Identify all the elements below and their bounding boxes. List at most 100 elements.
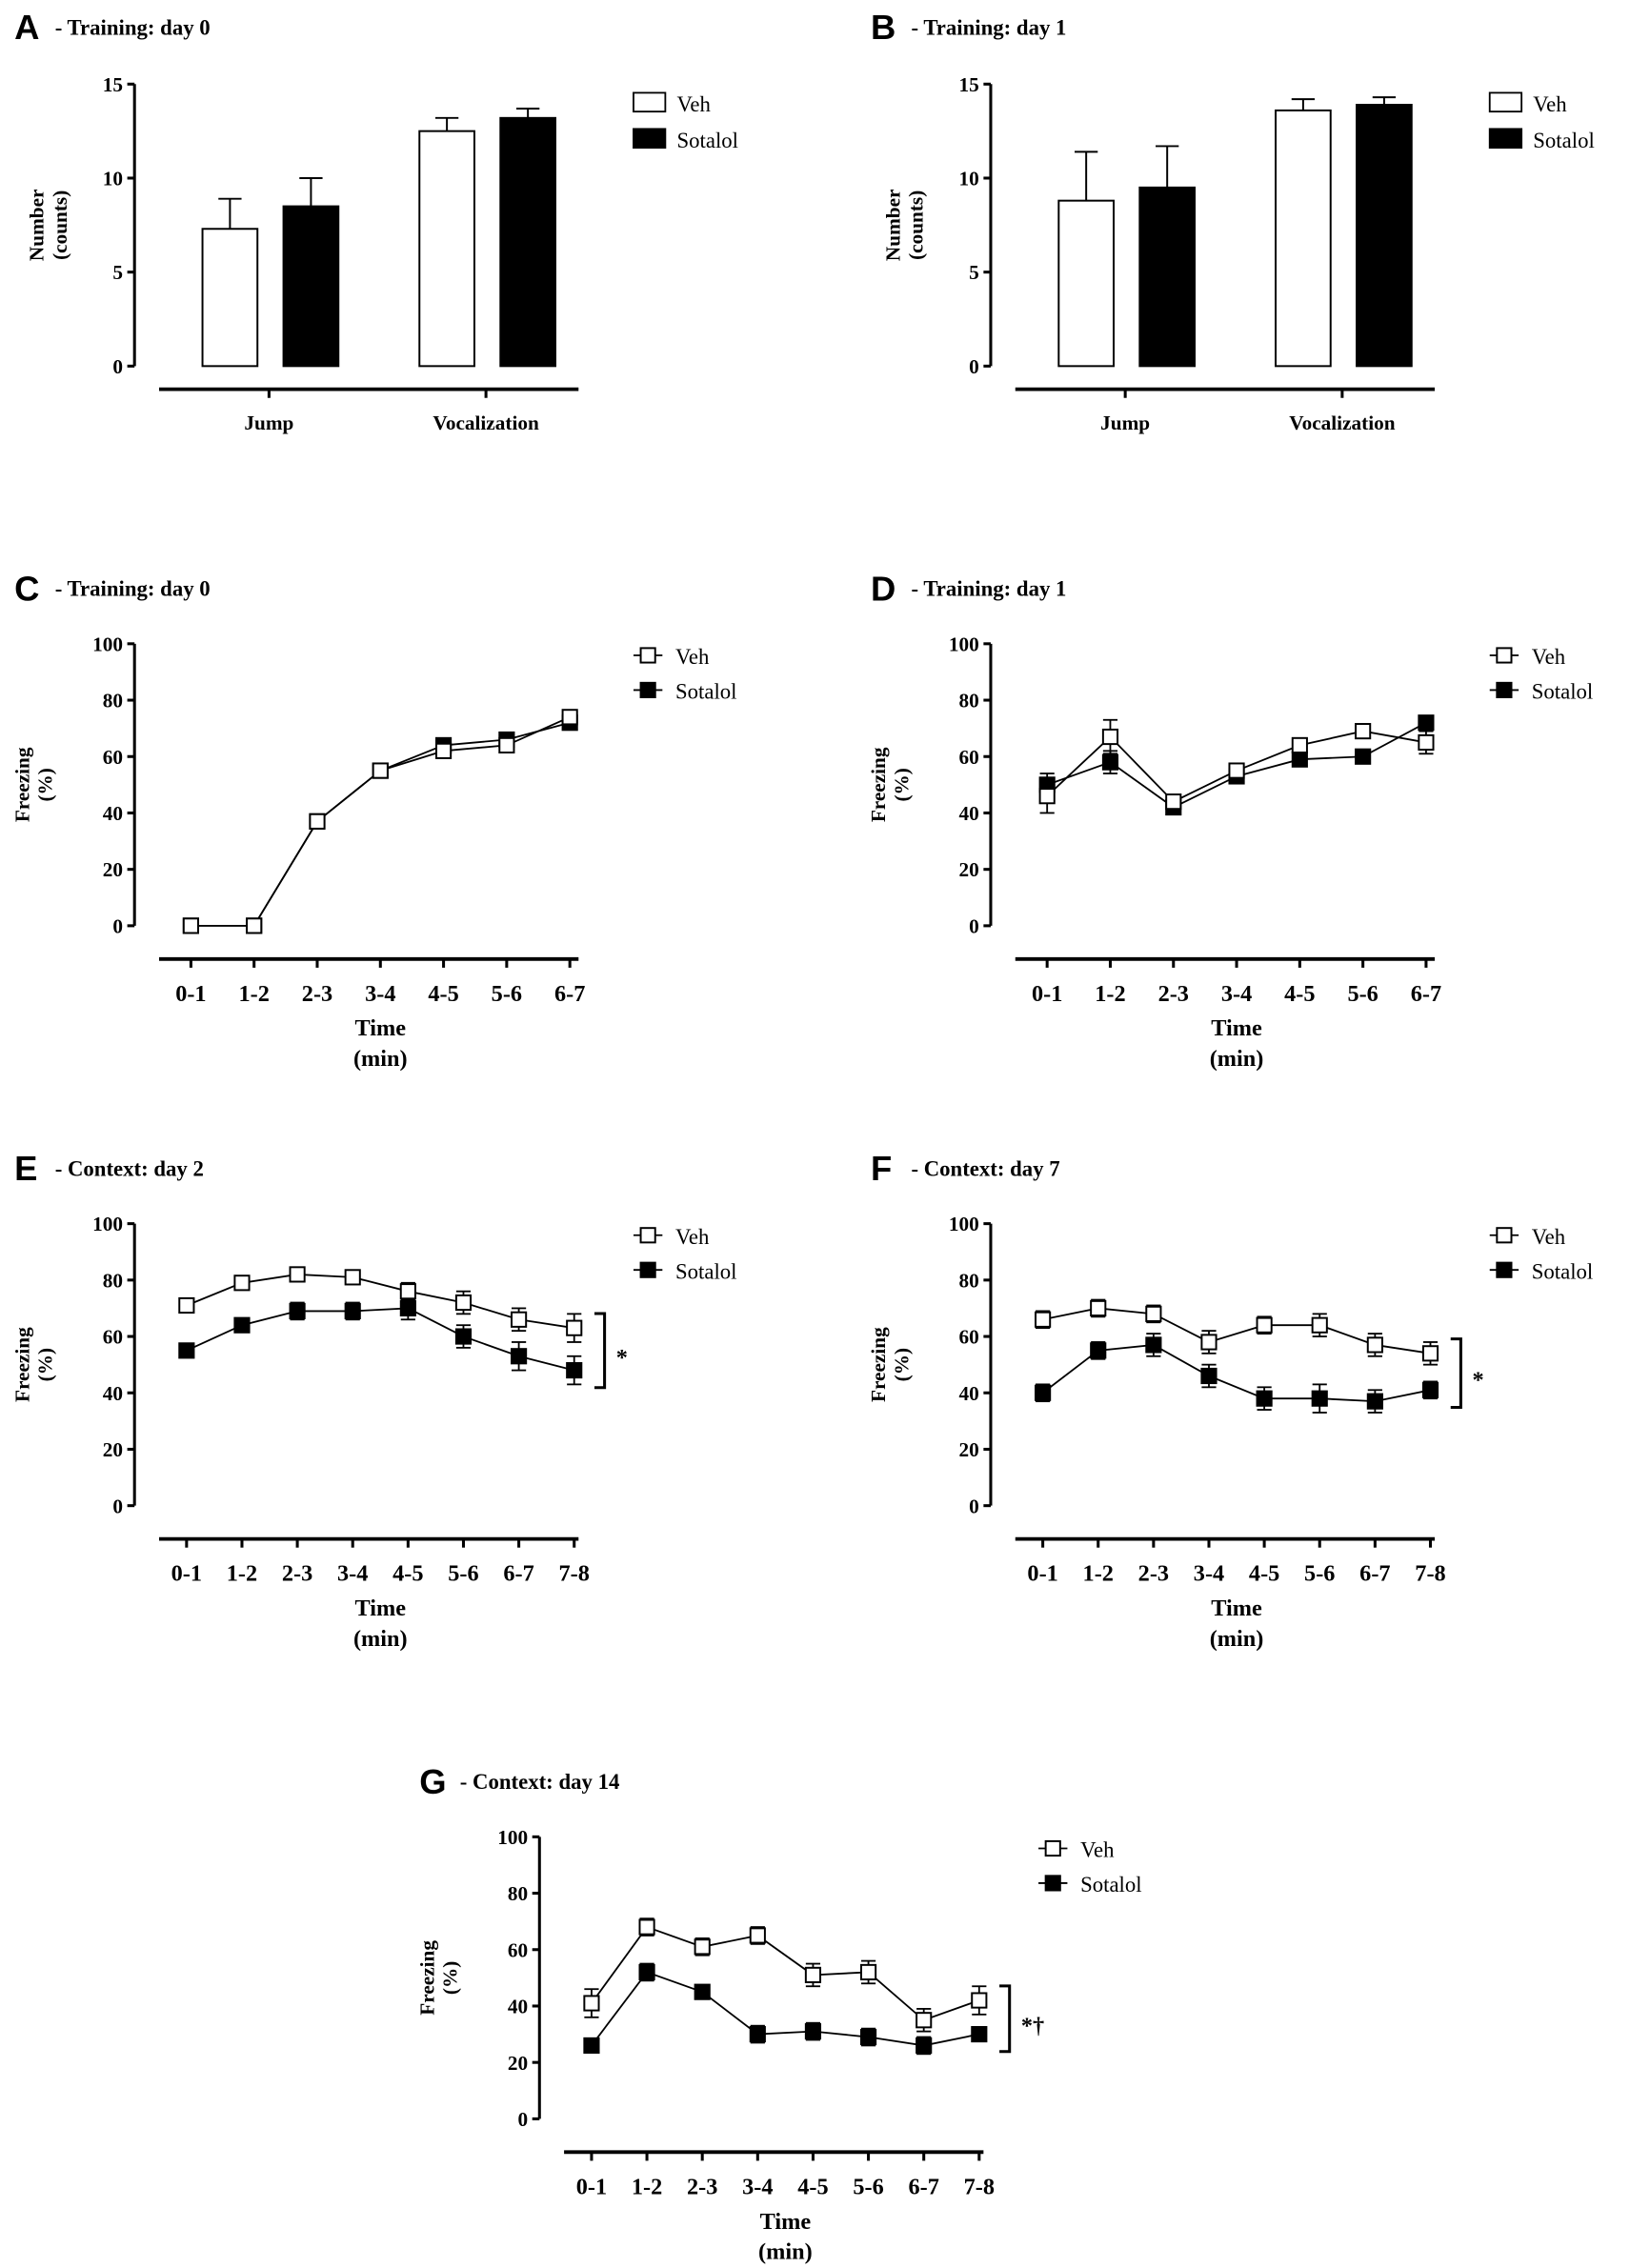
marker-sotalol — [178, 1342, 195, 1359]
marker-veh — [399, 1283, 416, 1300]
y-tick-label: 20 — [959, 858, 979, 881]
bar-veh — [1057, 199, 1115, 368]
marker-veh — [566, 1319, 583, 1336]
panel-letter: F — [871, 1149, 892, 1188]
panel-letter: B — [871, 8, 895, 47]
x-tick-label: 4-5 — [392, 1561, 423, 1587]
y-axis-label: Freezing (%) — [10, 1327, 56, 1402]
y-tick-label: 0 — [112, 914, 123, 937]
marker-sotalol — [1311, 1390, 1328, 1407]
bar-veh — [1275, 109, 1332, 368]
y-label-line1: Number — [26, 190, 49, 262]
legend-swatch-veh — [1488, 91, 1523, 113]
y-tick-label: 20 — [103, 858, 123, 881]
x-tick-label: 2-3 — [282, 1561, 312, 1587]
x-tick-label: 3-4 — [1221, 981, 1252, 1007]
legend-label: Veh — [675, 1225, 710, 1249]
legend-label: Sotalol — [675, 1259, 737, 1283]
y-tick-label: 10 — [959, 168, 979, 191]
bar-sotalol — [282, 205, 340, 368]
y-tick-label: 0 — [969, 1495, 979, 1517]
marker-sotalol — [1035, 1384, 1052, 1401]
x-tick-label: 7-8 — [559, 1561, 590, 1587]
y-tick-label: 60 — [103, 1326, 123, 1349]
marker-sotalol — [1421, 1381, 1439, 1398]
x-axis-unit: (min) — [353, 1046, 408, 1072]
legend-label: Veh — [1532, 1225, 1566, 1249]
marker-veh — [511, 1311, 528, 1328]
y-tick-label: 100 — [92, 1213, 123, 1235]
marker-sotalol — [1418, 714, 1435, 732]
marker-sotalol — [511, 1348, 528, 1365]
y-tick-label: 0 — [112, 355, 123, 378]
marker-veh — [1366, 1336, 1383, 1354]
x-tick-label: 4-5 — [428, 981, 458, 1007]
marker-sotalol — [566, 1361, 583, 1379]
marker-sotalol — [583, 2037, 600, 2054]
y-tick-label: 20 — [959, 1438, 979, 1461]
x-tick-label: 6-7 — [909, 2174, 939, 2199]
y-tick-label: 100 — [949, 1213, 979, 1235]
legend-marker-veh — [639, 1227, 656, 1244]
marker-veh — [1228, 762, 1245, 779]
panel-letter: G — [419, 1762, 446, 1801]
x-tick-label: 2-3 — [1138, 1561, 1169, 1587]
y-tick-label: 5 — [112, 261, 123, 284]
line-veh — [1042, 1307, 1431, 1355]
marker-veh — [1421, 1345, 1439, 1362]
marker-sotalol — [1366, 1393, 1383, 1410]
line-sotalol — [591, 1971, 979, 2047]
marker-veh — [1418, 733, 1435, 752]
x-tick-label: 1-2 — [1095, 981, 1125, 1007]
x-tick-label: 5-6 — [1347, 981, 1378, 1007]
marker-veh — [1355, 723, 1372, 740]
panel-title: - Context: day 2 — [55, 1157, 204, 1181]
x-tick-label: 2-3 — [302, 981, 332, 1007]
y-label-line2: (%) — [890, 1348, 913, 1381]
marker-sotalol — [1101, 753, 1119, 771]
marker-veh — [1035, 1311, 1052, 1328]
panel-B: B - Training: day 1 0 5 10 15 Number (counts) Ju… — [871, 8, 1595, 434]
legend-label: Sotalol — [1532, 1259, 1594, 1283]
panel-letter: A — [14, 8, 39, 47]
x-tick-label: 3-4 — [1194, 1561, 1224, 1587]
marker-veh — [372, 762, 389, 779]
line-veh — [591, 1925, 980, 2021]
marker-veh — [916, 2012, 933, 2029]
marker-veh — [1200, 1334, 1217, 1351]
significance-bracket — [999, 1984, 1012, 2054]
marker-veh — [804, 1966, 822, 1983]
x-tick-label: 1-2 — [1083, 1561, 1114, 1587]
marker-sotalol — [859, 2028, 877, 2046]
marker-veh — [309, 813, 326, 830]
marker-sotalol — [233, 1316, 251, 1334]
legend-label: Sotalol — [1532, 680, 1594, 704]
x-tick-label: 4-5 — [797, 2174, 828, 2199]
legend-marker-sotalol — [1044, 1875, 1061, 1892]
legend-marker-sotalol — [1496, 681, 1513, 698]
y-axis-label: Number (counts) — [26, 190, 71, 262]
marker-veh — [583, 1995, 600, 2012]
x-tick-label: 5-6 — [1304, 1561, 1335, 1587]
x-tick-label: 3-4 — [365, 981, 395, 1007]
x-tick-label: 5-6 — [853, 2174, 883, 2199]
legend-label: Veh — [1080, 1838, 1115, 1862]
x-tick-label: 3-4 — [742, 2174, 773, 2199]
legend-marker-veh — [1496, 647, 1513, 664]
marker-sotalol — [344, 1302, 361, 1319]
y-tick-label: 20 — [508, 2052, 528, 2075]
significance-marker: * — [616, 1345, 628, 1371]
marker-veh — [1311, 1316, 1328, 1334]
marker-sotalol — [1090, 1342, 1107, 1359]
line-sotalol — [186, 1307, 574, 1372]
x-tick-label: Vocalization — [433, 411, 539, 434]
y-label-line1: Freezing — [867, 747, 890, 822]
y-axis-label: Number (counts) — [881, 190, 927, 262]
line-sotalol — [1042, 1343, 1431, 1403]
y-tick-label: 0 — [518, 2108, 529, 2131]
marker-veh — [344, 1269, 361, 1286]
y-tick-label: 40 — [103, 802, 123, 825]
legend-label: Veh — [675, 645, 710, 669]
panel-title: - Training: day 1 — [911, 16, 1066, 40]
